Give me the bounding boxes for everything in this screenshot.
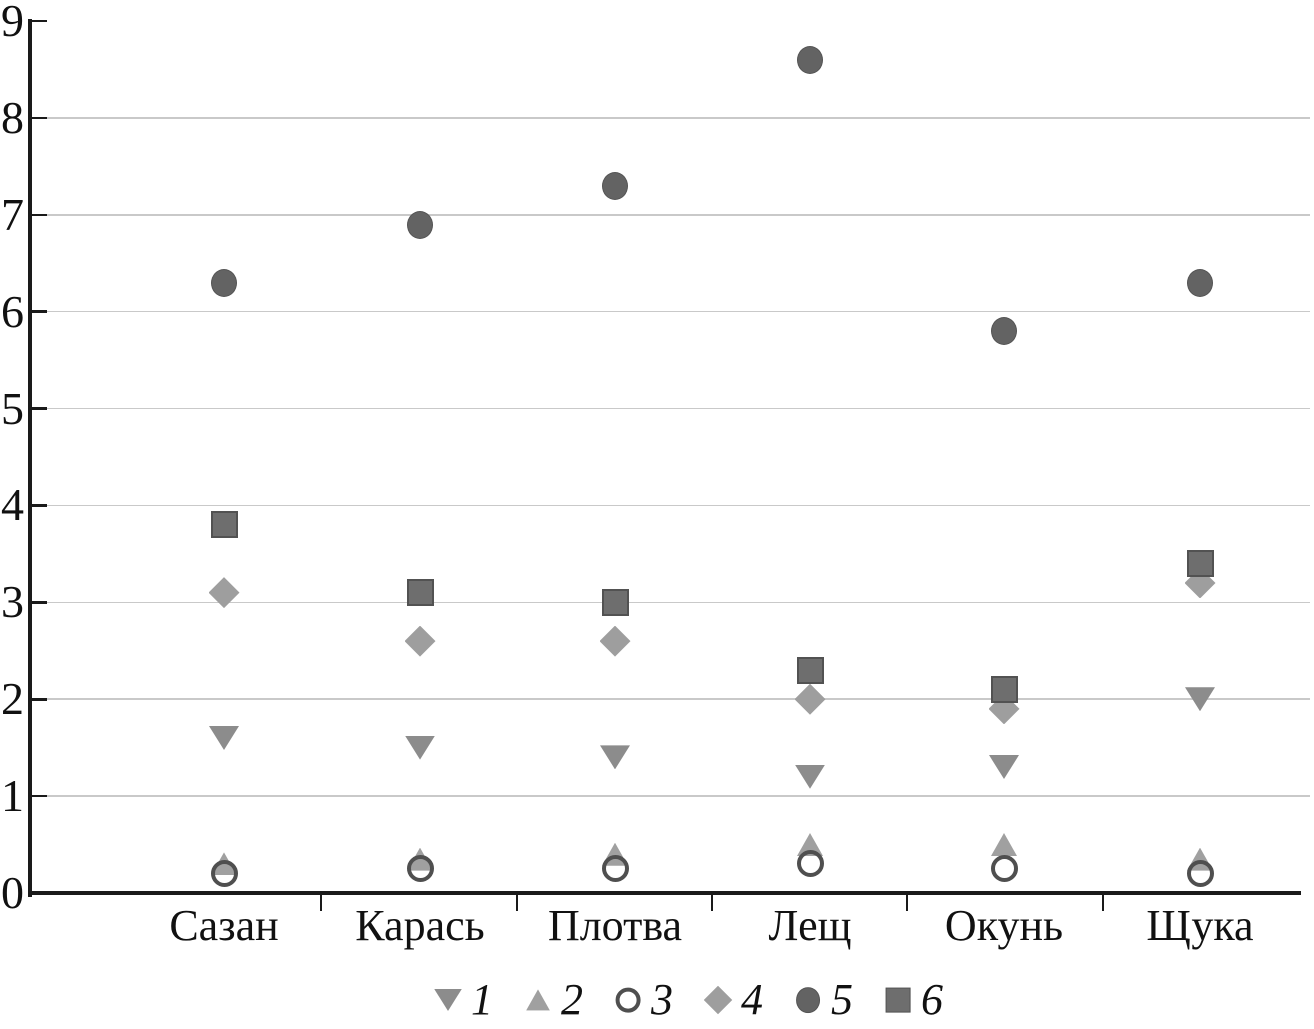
y-axis-tick [31, 891, 47, 895]
legend-item: 4 [703, 978, 763, 1022]
data-point-marker-series1 [795, 764, 825, 789]
legend-label: 6 [921, 975, 943, 1024]
data-point-marker-series5 [1187, 268, 1213, 297]
data-point-marker-series5 [602, 171, 628, 200]
y-axis [28, 19, 32, 897]
legend-marker-circle-open-icon [613, 985, 643, 1015]
x-axis-tick [905, 895, 909, 911]
y-tick-label: 9 [1, 0, 24, 47]
y-axis-tick [31, 697, 47, 701]
gridline [32, 504, 1310, 507]
data-point-marker-series1 [405, 735, 435, 760]
x-category-label: Лещ [768, 901, 852, 950]
data-point-marker-series3 [601, 855, 629, 883]
data-point-marker-series3 [990, 855, 1018, 883]
x-category-label: Плотва [547, 901, 683, 950]
y-tick-label: 4 [1, 479, 24, 531]
data-point-marker-series4 [208, 577, 240, 609]
data-point-marker-series4 [794, 683, 826, 715]
y-axis-tick [31, 213, 47, 217]
x-axis-tick [319, 895, 323, 911]
data-point-marker-series5 [797, 45, 823, 74]
data-point-marker-series3 [1186, 860, 1214, 888]
legend-marker-circle-filled-icon [793, 985, 823, 1015]
legend-item: 5 [793, 978, 853, 1022]
data-point-marker-series6 [210, 511, 238, 539]
legend-label: 5 [831, 975, 853, 1024]
data-point-marker-series6 [990, 676, 1018, 704]
legend-label: 1 [471, 975, 493, 1024]
legend-item: 1 [433, 978, 493, 1022]
data-point-marker-series6 [406, 579, 434, 607]
y-tick-label: 7 [1, 188, 24, 240]
y-axis-tick [31, 19, 47, 23]
data-point-marker-series3 [796, 850, 824, 878]
data-point-marker-series1 [209, 725, 239, 750]
data-point-marker-series4 [599, 625, 631, 657]
legend-marker-square-icon [883, 985, 913, 1015]
gridline [32, 407, 1310, 410]
data-point-marker-series2 [991, 833, 1017, 857]
legend-label: 4 [741, 975, 763, 1024]
y-tick-label: 6 [1, 285, 24, 337]
x-category-label: Сазан [169, 901, 279, 950]
legend-label: 3 [651, 975, 673, 1024]
y-axis-tick [31, 116, 47, 120]
y-axis-tick [31, 601, 47, 604]
data-point-marker-series3 [406, 855, 434, 883]
x-axis [28, 891, 1301, 895]
data-point-marker-series1 [989, 755, 1019, 780]
y-axis-tick [31, 794, 47, 798]
x-axis-tick [515, 895, 519, 911]
data-point-marker-series6 [601, 588, 629, 616]
data-point-marker-series5 [991, 317, 1017, 346]
data-point-marker-series5 [407, 210, 433, 239]
legend-item: 3 [613, 978, 673, 1022]
y-tick-label: 1 [1, 770, 24, 822]
x-category-label: Щука [1146, 901, 1254, 950]
gridline [32, 601, 1310, 604]
y-tick-label: 5 [1, 382, 24, 434]
legend-marker-diamond-icon [703, 985, 733, 1015]
x-axis-tick [1101, 895, 1105, 911]
x-category-label: Карась [355, 901, 485, 950]
legend-marker-triangle-down-icon [433, 985, 463, 1015]
y-tick-label: 8 [1, 91, 24, 143]
data-point-marker-series3 [210, 860, 238, 888]
y-tick-label: 2 [1, 673, 24, 725]
data-point-marker-series4 [404, 625, 436, 657]
y-tick-label: 0 [1, 867, 24, 918]
data-point-marker-series1 [600, 745, 630, 770]
legend-label: 2 [561, 975, 583, 1024]
data-point-marker-series6 [796, 656, 824, 684]
gridline [32, 698, 1310, 700]
gridline [32, 310, 1310, 313]
data-point-marker-series6 [1186, 550, 1214, 578]
y-tick-label: 3 [1, 576, 24, 628]
gridline [32, 117, 1310, 119]
gridline [32, 214, 1310, 216]
x-axis-tick [710, 895, 714, 911]
legend-item: 6 [883, 978, 943, 1022]
legend-item: 2 [523, 978, 583, 1022]
y-axis-tick [31, 504, 47, 507]
data-point-marker-series5 [211, 268, 237, 297]
x-category-label: Окунь [944, 901, 1064, 950]
legend-marker-triangle-up-icon [523, 985, 553, 1015]
y-axis-tick [31, 310, 47, 313]
gridline [32, 795, 1310, 797]
legend: 1 2 3 4 5 6 [0, 972, 1314, 1028]
y-axis-tick [31, 407, 47, 410]
